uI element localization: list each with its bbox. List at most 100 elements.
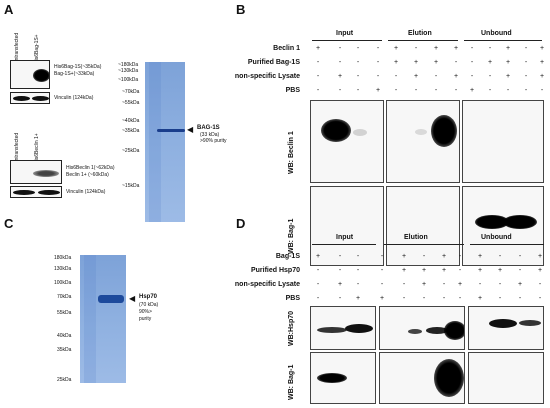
- b-cell: +: [315, 45, 321, 52]
- d-group-input: Input: [336, 234, 354, 241]
- blot2-label-his6: His6Beclin 1(~62kDa): [66, 165, 115, 171]
- b-cell: -: [356, 73, 360, 80]
- gel-a: [145, 62, 185, 222]
- b-cell: +: [539, 45, 545, 52]
- d-blot-hsp70-input: [310, 306, 376, 350]
- b-row-label: non-specific Lysate: [234, 73, 300, 80]
- b-cell: +: [433, 45, 439, 52]
- d-cell: -: [498, 295, 502, 302]
- d-cell: +: [421, 267, 427, 274]
- d-cell: -: [498, 281, 502, 288]
- b-cell: +: [393, 45, 399, 52]
- d-cell: +: [421, 281, 427, 288]
- d-cell: +: [337, 281, 343, 288]
- d-cell: +: [517, 281, 523, 288]
- gel-c: [80, 255, 126, 383]
- d-cell: -: [498, 253, 502, 260]
- gel-c-band-purity2: purity: [139, 316, 152, 322]
- b-cell: -: [488, 45, 492, 52]
- gel-c-ladder-35: 35kDa: [57, 347, 72, 353]
- b-cell: -: [470, 45, 474, 52]
- b-cell: -: [454, 87, 458, 94]
- d-group-unbound: Unbound: [481, 234, 512, 241]
- d-cell: -: [538, 281, 542, 288]
- d-cell: +: [401, 267, 407, 274]
- d-cell: -: [518, 267, 522, 274]
- b-cell: -: [394, 87, 398, 94]
- b-cell: -: [338, 87, 342, 94]
- d-blot-bag1-input: [310, 352, 376, 404]
- b-cell: +: [505, 73, 511, 80]
- b-cell: +: [453, 73, 459, 80]
- d-cell: +: [457, 281, 463, 288]
- d-cell: -: [442, 295, 446, 302]
- d-cell: -: [316, 267, 320, 274]
- b-cell: +: [337, 73, 343, 80]
- d-cell: -: [356, 281, 360, 288]
- b-cell: -: [356, 59, 360, 66]
- gel-a-ladder-100: ~100kDa: [118, 77, 139, 83]
- d-cell: -: [338, 295, 342, 302]
- d-cell: +: [401, 253, 407, 260]
- d-cell: -: [356, 253, 360, 260]
- blot1-band: [33, 69, 49, 82]
- d-cell: -: [478, 281, 482, 288]
- d-cell: -: [402, 295, 406, 302]
- d-cell: +: [379, 295, 385, 302]
- d-cell: +: [537, 267, 543, 274]
- b-cell: -: [540, 87, 544, 94]
- d-cell: -: [402, 281, 406, 288]
- d-cell: -: [422, 253, 426, 260]
- d-cell: +: [477, 253, 483, 260]
- b-cell: -: [316, 73, 320, 80]
- d-cell: +: [315, 253, 321, 260]
- b-cell: +: [413, 73, 419, 80]
- d-cell: -: [538, 295, 542, 302]
- gel-c-band-purity1: 90%>: [139, 309, 152, 315]
- b-cell: -: [376, 59, 380, 66]
- d-cell: +: [497, 267, 503, 274]
- gel-c-band-label: Hsp70: [139, 294, 158, 300]
- gel-c-ladder-40: 40kDa: [57, 333, 72, 339]
- b-cell: -: [338, 59, 342, 66]
- b-wb-bag1-label: WB: Bag-1: [288, 218, 295, 254]
- d-cell: +: [537, 253, 543, 260]
- b-cell: -: [376, 45, 380, 52]
- blot2-vinculin: [10, 186, 62, 198]
- d-cell: +: [477, 295, 483, 302]
- gel-a-ladder-40: ~40kDa: [122, 118, 140, 124]
- panel-label-c: C: [4, 216, 14, 231]
- b-blot-bag1-input: [310, 186, 384, 266]
- b-blot-bag1-elution: [386, 186, 460, 266]
- gel-a-band-label: BAG-1S: [197, 125, 220, 131]
- b-cell: +: [375, 87, 381, 94]
- b-cell: -: [316, 59, 320, 66]
- d-blot-hsp70-unbound: [468, 306, 544, 350]
- blot1-label-his6: His6Bag-1S(~35kDa): [54, 64, 102, 70]
- b-cell: +: [539, 73, 545, 80]
- gel-c-ladder-130: 130kDa: [54, 266, 72, 272]
- d-cell: -: [356, 267, 360, 274]
- b-cell: +: [393, 59, 399, 66]
- blot2-label-beclin1: Beclin 1+ (~60kDa): [66, 172, 109, 178]
- b-cell: -: [488, 87, 492, 94]
- gel-a-band-size: (33 kDa): [200, 132, 220, 138]
- b-cell: +: [433, 59, 439, 66]
- gel-c-ladder-25: 25kDa: [57, 377, 72, 383]
- gel-c-ladder-100: 100kDa: [54, 280, 72, 286]
- b-blot-beclin-unbound: [462, 100, 544, 183]
- gel-a-ladder-35: ~35kDa: [122, 128, 140, 134]
- b-cell: -: [454, 59, 458, 66]
- b-cell: -: [414, 87, 418, 94]
- blot2-band: [33, 170, 59, 177]
- blot1-vinculin-label: Vinculin (124kDa): [54, 95, 94, 101]
- b-wb-beclin1-label: WB: Beclin 1: [288, 131, 295, 174]
- d-cell: -: [518, 295, 522, 302]
- b-cell: +: [539, 59, 545, 66]
- b-group-unbound: Unbound: [481, 30, 512, 37]
- d-wb-bag1-label: WB: Bag-1: [288, 364, 295, 400]
- b-cell: +: [413, 59, 419, 66]
- b-cell: -: [506, 87, 510, 94]
- d-row-label: Bag-1S: [275, 253, 300, 260]
- d-group-elution: Elution: [404, 234, 428, 241]
